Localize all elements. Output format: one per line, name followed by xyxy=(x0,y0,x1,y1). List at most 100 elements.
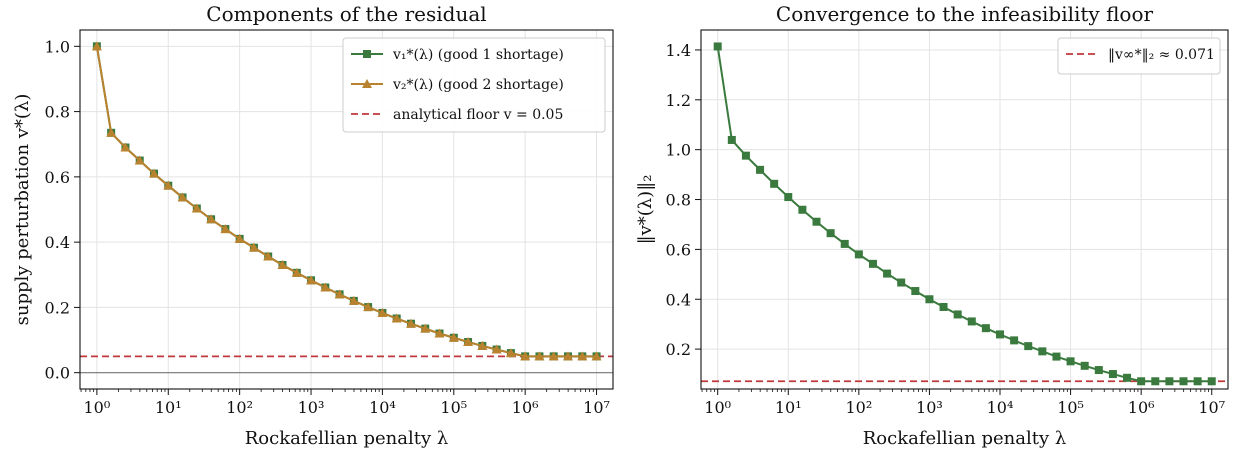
chart-title: Components of the residual xyxy=(206,2,486,26)
series-2-point xyxy=(148,168,159,178)
series-2-point xyxy=(234,233,245,243)
series-1-point xyxy=(1094,366,1103,375)
series-1-point xyxy=(1080,361,1089,370)
legend-swatch-marker xyxy=(363,50,371,58)
y-tick-label: 0.6 xyxy=(666,240,691,259)
series-1-point xyxy=(1010,336,1019,345)
plot-frame xyxy=(700,29,1229,390)
x-tick-label: 10⁷ xyxy=(583,398,610,417)
series-1-point xyxy=(981,324,990,333)
series-1-point xyxy=(925,295,934,304)
series-2-point xyxy=(448,332,459,342)
chart-title: Convergence to the infeasibility floor xyxy=(776,2,1154,26)
x-tick-label: 10³ xyxy=(298,398,325,417)
series-1-point xyxy=(1165,377,1174,386)
series-2-point xyxy=(177,192,188,202)
series-2-point xyxy=(377,307,388,317)
series-1-point xyxy=(741,151,750,160)
series-2-point xyxy=(291,267,302,277)
y-tick-label: 1.0 xyxy=(45,37,70,56)
y-tick-label: 0.2 xyxy=(666,340,691,359)
series-1-point xyxy=(713,42,722,51)
series-2-point xyxy=(320,282,331,292)
x-tick-label: 10⁵ xyxy=(1057,398,1084,417)
x-tick-label: 10¹ xyxy=(155,398,182,417)
legend: v₁*(λ) (good 1 shortage) v₂*(λ) (good 2 s… xyxy=(342,37,606,133)
series-2-point xyxy=(134,155,145,165)
y-tick-label: 0.2 xyxy=(45,298,70,317)
series-line-1 xyxy=(716,46,1212,383)
series-2-point xyxy=(348,295,359,305)
series-2-point xyxy=(505,348,516,358)
x-tick-label: 10⁶ xyxy=(1128,398,1155,417)
series-1-point xyxy=(939,302,948,311)
series-1-point xyxy=(911,287,920,296)
series-2-point xyxy=(562,351,573,361)
series-1-point xyxy=(996,330,1005,339)
series-1-point xyxy=(826,229,835,238)
legend-label: v₂*(λ) (good 2 shortage) xyxy=(392,77,564,93)
series-2-point xyxy=(220,224,231,234)
series-1-point xyxy=(1066,357,1075,366)
series-2-point xyxy=(434,328,445,338)
series-2-point xyxy=(463,337,474,347)
series-1-point xyxy=(1108,370,1117,379)
y-tick-label: 0.0 xyxy=(45,364,70,383)
series-2-point xyxy=(248,242,259,252)
legend: ‖v∞*‖₂ ≈ 0.071 xyxy=(1057,37,1221,75)
series-1-point xyxy=(756,165,765,174)
series-1-point xyxy=(897,278,906,287)
x-tick-label: 10² xyxy=(226,398,253,417)
series-2-point xyxy=(577,351,588,361)
series-2-point xyxy=(120,142,131,152)
series-1-point xyxy=(812,217,821,226)
legend-swatch-marker xyxy=(362,79,372,88)
series-2-point xyxy=(477,340,488,350)
x-tick-label: 10² xyxy=(845,398,872,417)
legend-label: ‖v∞*‖₂ ≈ 0.071 xyxy=(1108,47,1215,63)
x-tick-label: 10⁰ xyxy=(704,398,731,417)
y-axis-label: ‖v*(λ)‖₂ xyxy=(635,175,656,245)
series-1-point xyxy=(854,250,863,259)
series-2-point xyxy=(306,275,317,285)
x-tick-label: 10⁴ xyxy=(987,398,1014,417)
series-2-point xyxy=(405,318,416,328)
x-tick-label: 10³ xyxy=(916,398,943,417)
series-1-point xyxy=(868,259,877,268)
series-1-point xyxy=(1137,377,1146,386)
y-tick-label: 0.8 xyxy=(45,103,70,122)
series-1-point xyxy=(1038,347,1047,356)
x-tick-label: 10⁶ xyxy=(512,398,539,417)
y-tick-label: 0.4 xyxy=(45,233,70,252)
y-tick-label: 0.6 xyxy=(45,168,70,187)
series-2-point xyxy=(548,351,559,361)
series-2-point xyxy=(591,351,602,361)
series-1-point xyxy=(1123,373,1132,382)
series-1-point xyxy=(840,239,849,248)
series-2-point xyxy=(491,344,502,354)
y-tick-label: 0.4 xyxy=(666,290,691,309)
series-2-point xyxy=(191,203,202,213)
legend-label: analytical floor v = 0.05 xyxy=(393,107,563,123)
series-1-point xyxy=(784,193,793,202)
series-1-point xyxy=(1207,377,1216,386)
x-axis-label: Rockafellian penalty λ xyxy=(863,428,1067,449)
series-1-point xyxy=(1193,377,1202,386)
series-1-point xyxy=(727,135,736,144)
series-2-point xyxy=(91,41,102,51)
right-chart: 10⁰ 10¹ 10² 10³ 10⁴ 10⁵ 10⁶ 10⁷ 0.2 0.4 0.6 0.8 1.0 1… xyxy=(635,2,1229,449)
series-2-point xyxy=(106,127,117,137)
legend-label: v₁*(λ) (good 1 shortage) xyxy=(392,47,564,63)
series-1-point xyxy=(953,310,962,319)
series-1-point xyxy=(1052,352,1061,361)
y-axis-label: supply perturbation v*(λ) xyxy=(12,94,33,326)
x-axis-label: Rockafellian penalty λ xyxy=(245,428,449,449)
x-tick-label: 10⁰ xyxy=(83,398,110,417)
x-tick-label: 10⁷ xyxy=(1198,398,1225,417)
series-2-point xyxy=(534,351,545,361)
series-2-point xyxy=(206,214,217,224)
y-tick-label: 1.2 xyxy=(666,91,691,110)
series-1-point xyxy=(770,179,779,188)
series-2-point xyxy=(263,251,274,261)
